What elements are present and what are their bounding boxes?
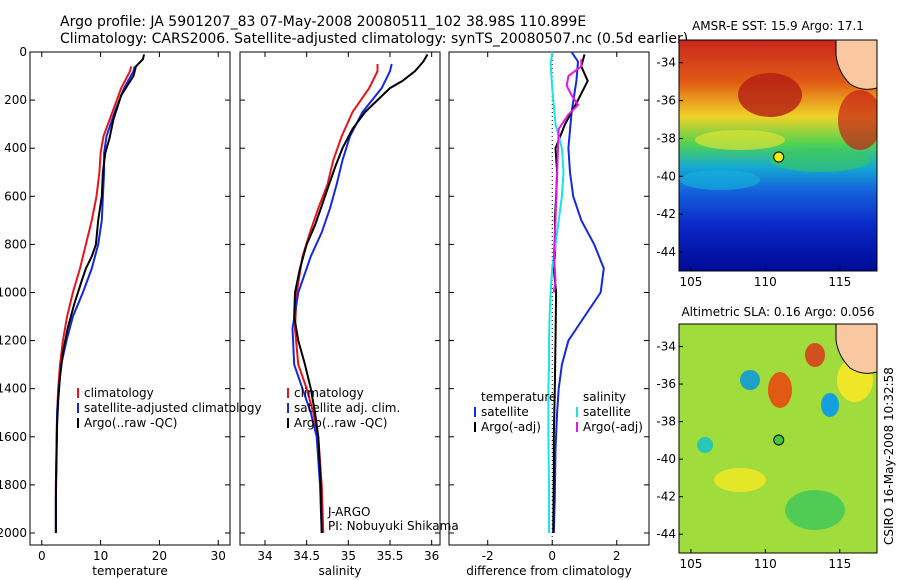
legend-label: satellite — [583, 405, 631, 419]
map-x-tick-label: 105 — [679, 275, 702, 289]
x-tick-label: 10 — [93, 549, 108, 563]
y-tick-label: 200 — [4, 93, 27, 107]
y-tick-label: 1200 — [0, 334, 27, 348]
x-axis-label: salinity — [318, 564, 361, 578]
map-y-tick-label: -36 — [656, 94, 676, 108]
sst-cyan-patch — [680, 170, 760, 190]
map-y-tick-label: -40 — [656, 452, 676, 466]
legend-label: Argo(..raw -QC) — [294, 416, 387, 430]
sla-high-patch — [805, 343, 825, 367]
legend-label: satellite — [481, 405, 529, 419]
temperature-panel: 0 10 20 30 0 200 400 600 800 1000 1200 1400 1600 1800… — [0, 45, 262, 578]
map-y-tick-label: -34 — [656, 56, 676, 70]
sst-warm-patch — [838, 90, 877, 150]
sla-map-frame — [678, 323, 878, 554]
map-x-tick-label: 115 — [828, 275, 851, 289]
x-tick-label: 34.5 — [293, 549, 320, 563]
x-tick-label: 0 — [548, 549, 556, 563]
x-axis-label: temperature — [92, 564, 167, 578]
y-tick-label: 0 — [19, 45, 27, 59]
series-line — [293, 64, 379, 534]
x-axis-label: difference from climatology — [466, 564, 632, 578]
series-line — [54, 66, 133, 533]
sst-warm-patch — [738, 73, 802, 117]
plot-frame — [29, 51, 231, 546]
sla-yellow-patch — [714, 468, 766, 492]
series-line — [54, 54, 146, 533]
y-tick-label: 400 — [4, 141, 27, 155]
map-y-tick-label: -38 — [656, 415, 676, 429]
sla-argo-marker — [773, 434, 785, 446]
sla-low-patch — [740, 370, 760, 390]
map-y-tick-label: -38 — [656, 131, 676, 145]
x-tick-label: 0 — [38, 549, 46, 563]
sla-high-patch — [768, 372, 792, 408]
map-x-tick-label: 110 — [754, 557, 777, 571]
x-tick-label: 20 — [152, 549, 167, 563]
sst-green-patch — [770, 148, 870, 172]
y-tick-label: 1000 — [0, 285, 27, 299]
series-line — [552, 59, 583, 293]
figure-title-line2: Climatology: CARS2006. Satellite-adjuste… — [60, 31, 688, 47]
map-y-tick-label: -36 — [656, 377, 676, 391]
y-tick-label: 2000 — [0, 526, 27, 540]
series-line — [293, 53, 429, 534]
sla-land — [835, 324, 877, 374]
map-y-tick-label: -44 — [656, 527, 676, 541]
sst-yellow-patch — [695, 130, 785, 150]
series-line — [54, 66, 136, 533]
sst-map-title: AMSR-E SST: 15.9 Argo: 17.1 — [692, 19, 864, 33]
legend-label: satellite adj. clim. — [294, 401, 400, 415]
sst-argo-marker — [773, 151, 785, 163]
map-y-tick-label: -42 — [656, 207, 676, 221]
y-tick-label: 1400 — [0, 382, 27, 396]
map-y-tick-label: -34 — [656, 340, 676, 354]
x-tick-label: -2 — [482, 549, 494, 563]
map-x-tick-label: 115 — [828, 557, 851, 571]
y-tick-label: 1600 — [0, 430, 27, 444]
panel-annotation: J-ARGO — [327, 505, 370, 519]
legend-label: Argo(-adj) — [481, 420, 541, 434]
map-y-tick-label: -42 — [656, 490, 676, 504]
x-tick-label: 30 — [211, 549, 226, 563]
sla-green-patch — [785, 490, 845, 530]
x-tick-label: 35 — [341, 549, 356, 563]
y-tick-label: 600 — [4, 189, 27, 203]
legend-label: Argo(-adj) — [583, 420, 643, 434]
credit-text: CSIRO 16-May-2008 10:32:58 — [882, 367, 896, 545]
map-x-tick-label: 110 — [754, 275, 777, 289]
series-line — [291, 63, 393, 534]
sst-map-frame — [678, 39, 878, 272]
map-y-tick-label: -44 — [656, 245, 676, 259]
x-tick-label: 2 — [613, 549, 621, 563]
x-tick-label: 34 — [257, 549, 272, 563]
sla-map-panel: Altimetric SLA: 0.16 Argo: 0.056 105 110 1… — [656, 305, 878, 571]
panel-annotation: PI: Nobuyuki Shikama — [328, 519, 459, 533]
legend-label: climatology — [84, 386, 154, 400]
plot-frame — [448, 51, 650, 546]
sst-land — [835, 40, 877, 90]
x-tick-label: 36 — [424, 549, 439, 563]
sst-map-panel: AMSR-E SST: 15.9 Argo: 17.1 105 110 115 -34… — [656, 19, 878, 289]
sla-low-patch — [697, 437, 713, 453]
legend-label: climatology — [294, 386, 364, 400]
plot-frame — [239, 51, 441, 546]
legend-group-title: temperature — [481, 390, 556, 404]
figure-title-line1: Argo profile: JA 5901207_83 07-May-2008 … — [60, 14, 586, 30]
y-tick-label: 1800 — [0, 478, 27, 492]
map-y-tick-label: -40 — [656, 169, 676, 183]
salinity-panel: 34 34.5 35 35.5 36 salinity climatologysatelli… — [239, 51, 459, 578]
map-x-tick-label: 105 — [679, 557, 702, 571]
legend-label: Argo(..raw -QC) — [84, 416, 177, 430]
sla-low-patch — [821, 393, 839, 417]
legend-label: satellite-adjusted climatology — [84, 401, 262, 415]
legend-group-title: salinity — [583, 390, 626, 404]
y-tick-label: 800 — [4, 237, 27, 251]
x-tick-label: 35.5 — [377, 549, 404, 563]
sla-map-title: Altimetric SLA: 0.16 Argo: 0.056 — [681, 305, 874, 319]
